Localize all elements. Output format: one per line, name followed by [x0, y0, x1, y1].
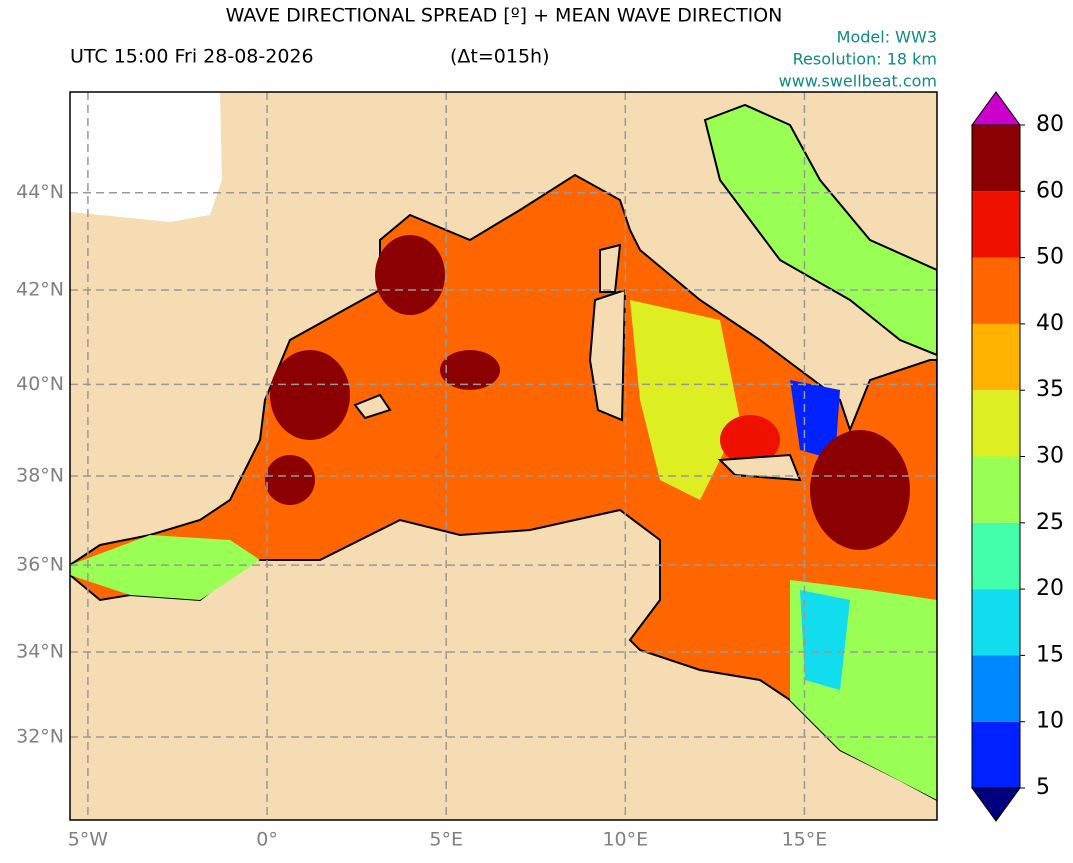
x-tick-label: 5°W	[68, 829, 109, 851]
colorbar-band	[972, 390, 1020, 457]
colorbar-tick-label: 35	[1036, 377, 1064, 402]
sea-field	[800, 590, 850, 690]
y-tick-label: 38°N	[16, 464, 64, 486]
y-tick-label: 32°N	[16, 725, 64, 747]
island	[588, 288, 627, 422]
y-tick-label: 42°N	[16, 279, 64, 301]
map-frame	[69, 91, 938, 821]
y-tick-label: 34°N	[16, 641, 64, 663]
colorbar-band	[972, 589, 1020, 656]
x-tick-label: 0°	[256, 829, 278, 851]
colorbar-tick-label: 15	[1036, 642, 1064, 667]
sea-field	[810, 430, 910, 550]
colorbar-band	[972, 125, 1020, 192]
colorbar-tick-label: 5	[1036, 775, 1050, 800]
lead-time: (Δt=015h)	[450, 46, 550, 68]
y-tick-label: 36°N	[16, 554, 64, 576]
colorbar-tick-label: 25	[1036, 510, 1064, 535]
colorbar-band	[972, 522, 1020, 590]
colorbar-band	[972, 456, 1020, 523]
chart-title: WAVE DIRECTIONAL SPREAD [º] + MEAN WAVE …	[226, 5, 783, 27]
colorbar-band	[972, 323, 1020, 391]
sea-field	[270, 350, 350, 440]
map	[70, 92, 937, 820]
colorbar-band	[972, 721, 1020, 788]
y-tick-label: 40°N	[16, 373, 64, 395]
colorbar-extend-max	[971, 91, 1021, 126]
adriatic-field	[703, 103, 937, 357]
island	[353, 393, 392, 420]
sea-field	[790, 380, 840, 460]
colorbar-tick-label: 60	[1036, 178, 1064, 203]
sea-field	[375, 235, 445, 315]
subtitle: UTC 15:00 Fri 28-08-2026	[70, 46, 314, 68]
colorbar-tick-label: 80	[1036, 112, 1064, 137]
sea-field	[440, 350, 500, 390]
colorbar-band	[972, 257, 1020, 324]
x-tick-label: 15°E	[782, 829, 828, 851]
x-tick-label: 5°E	[429, 829, 463, 851]
colorbar-band	[972, 191, 1020, 258]
sea-field	[70, 535, 260, 600]
colorbar-extend-min	[971, 787, 1021, 822]
colorbar-tick-label: 40	[1036, 311, 1064, 336]
x-tick-label: 10°E	[602, 829, 648, 851]
colorbar-tick-label: 10	[1036, 709, 1064, 734]
colorbar-tick-label: 30	[1036, 444, 1064, 469]
annotation: www.swellbeat.com	[779, 72, 937, 91]
sea-field	[265, 455, 315, 505]
atlantic	[70, 92, 222, 222]
annotation: Resolution: 18 km	[793, 50, 937, 69]
colorbar-tick-label: 50	[1036, 245, 1064, 270]
colorbar-tick-label: 20	[1036, 576, 1064, 601]
colorbar-band	[972, 655, 1020, 722]
annotation: Model: WW3	[837, 28, 937, 47]
island	[717, 453, 802, 482]
y-tick-label: 44°N	[16, 181, 64, 203]
sea-field	[630, 300, 740, 500]
island	[599, 243, 622, 293]
sea-field	[720, 415, 780, 465]
